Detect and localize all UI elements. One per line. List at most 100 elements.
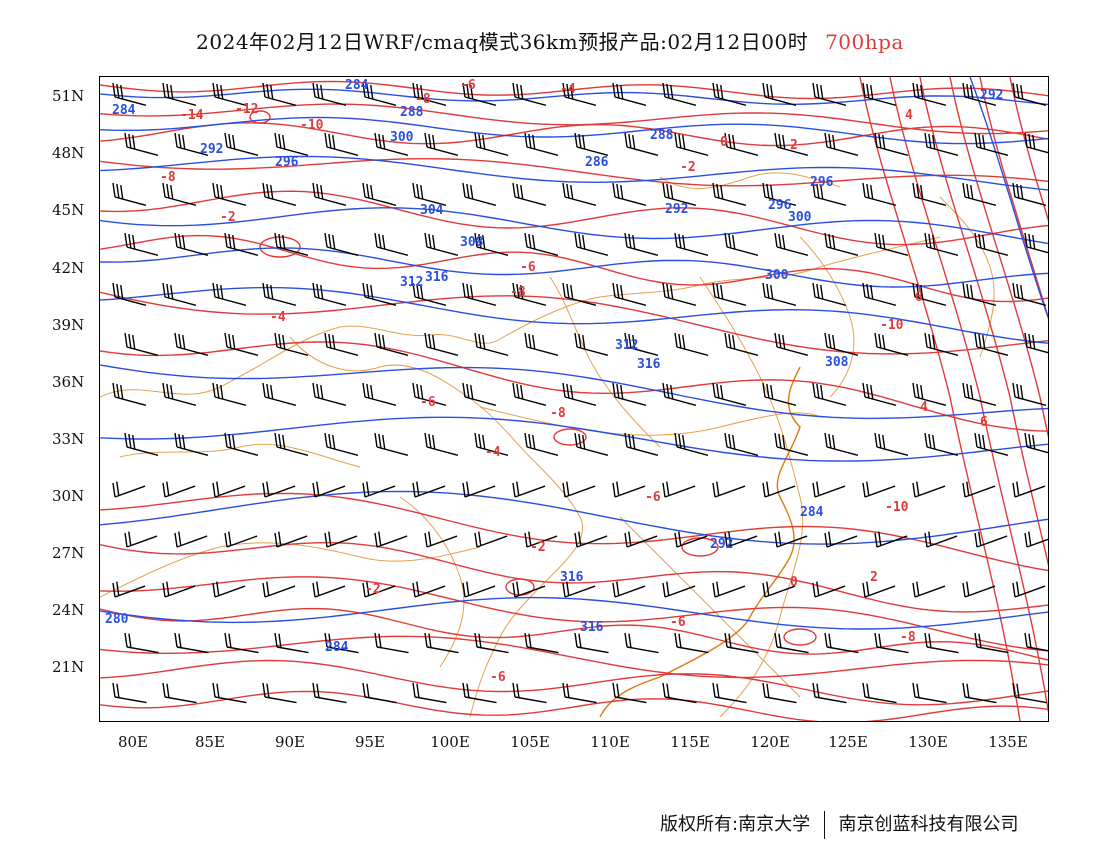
wind-barb	[962, 481, 996, 498]
temperature-label: 6	[915, 290, 923, 305]
wind-barb	[662, 182, 697, 206]
wind-barb	[562, 182, 597, 206]
temperature-label: -8	[550, 406, 566, 421]
border-line	[289, 336, 584, 718]
temperature-label: -6	[490, 670, 506, 685]
height-contour-line	[100, 247, 1048, 288]
wind-barb	[474, 531, 508, 548]
temperature-contour-line	[1009, 77, 1048, 222]
wind-barb	[1012, 382, 1047, 406]
wind-barb	[912, 581, 946, 598]
wind-barb	[824, 132, 859, 156]
lat-tick-label: 42N	[52, 259, 85, 277]
height-label: 292	[980, 88, 1003, 103]
height-label: 300	[390, 130, 414, 145]
wind-barb	[912, 382, 947, 406]
wind-barb	[512, 182, 547, 206]
wind-barb	[112, 481, 146, 498]
wind-barb	[274, 432, 309, 456]
height-contour-line	[100, 596, 1048, 630]
height-contour-line	[100, 116, 1048, 145]
wind-barb	[774, 332, 809, 356]
wind-barb	[862, 382, 897, 406]
wind-barb	[624, 132, 659, 156]
wind-barb	[812, 82, 847, 106]
temperature-contour-line	[919, 77, 1048, 566]
temperature-contour-line	[859, 77, 1021, 721]
wind-barb	[712, 481, 746, 498]
wind-barb	[962, 581, 996, 598]
wind-barb	[562, 581, 596, 598]
wind-barb	[262, 481, 296, 498]
wind-barb	[512, 682, 547, 704]
wind-barb	[562, 481, 596, 498]
wind-barb	[412, 182, 447, 206]
temperature-label: -8	[160, 170, 176, 185]
border-line	[619, 516, 801, 698]
wind-barb	[974, 332, 1009, 356]
wind-barb	[662, 82, 697, 106]
wind-barb	[524, 531, 558, 548]
wind-barb	[512, 282, 547, 306]
wind-barb	[1024, 332, 1048, 354]
wind-barb	[1024, 531, 1048, 548]
wind-barb	[962, 82, 997, 106]
chart-title: 2024年02月12日WRF/cmaq模式36km预报产品:02月12日00时 …	[0, 26, 1100, 55]
wind-barb	[574, 432, 609, 456]
wind-barb	[1024, 232, 1048, 254]
height-label: 284	[800, 505, 824, 520]
temperature-label: -6	[645, 490, 661, 505]
height-label: 300	[788, 210, 812, 225]
temperature-label: -2	[680, 160, 696, 175]
wind-barb	[462, 182, 497, 206]
wind-barb	[662, 382, 697, 406]
wind-barb	[162, 581, 196, 598]
wind-barb	[724, 332, 759, 356]
wind-barb	[762, 282, 797, 306]
wind-barb	[624, 232, 659, 256]
wind-barb	[962, 182, 997, 206]
wind-barb	[374, 632, 409, 654]
wind-barb	[324, 632, 359, 654]
temperature-contour-line	[100, 635, 1048, 679]
temperature-contour-closed	[553, 428, 587, 446]
wind-barb	[212, 481, 246, 498]
map-plot-area: 284 284 288 292 296 300 304 308 312 316 288 286 292 2…	[99, 76, 1049, 722]
wind-barb	[212, 382, 247, 406]
height-label: 308	[460, 235, 484, 250]
wind-barb	[362, 382, 397, 406]
wind-barb	[862, 481, 896, 498]
wind-barb	[362, 682, 397, 704]
wind-barb	[362, 182, 397, 206]
wind-barb	[174, 531, 208, 548]
wind-barb	[974, 232, 1009, 256]
wind-barb	[262, 581, 296, 598]
temperature-contour-line	[979, 77, 1048, 320]
temperature-label: -8	[510, 285, 526, 300]
wind-barb	[812, 382, 847, 406]
wind-barb	[812, 581, 846, 598]
wind-barb	[112, 682, 147, 704]
wind-barb	[662, 581, 696, 598]
wind-barb	[274, 632, 309, 654]
wind-barb	[174, 332, 209, 356]
wind-barb	[624, 531, 658, 548]
wind-barb	[224, 632, 259, 654]
wind-barb	[212, 182, 247, 206]
wind-barb	[612, 581, 646, 598]
wind-barb	[974, 632, 1009, 654]
wind-barb	[862, 581, 896, 598]
wind-barb	[374, 531, 408, 548]
wind-barb	[162, 82, 197, 106]
wind-barb	[724, 531, 758, 548]
wind-barb	[574, 531, 608, 548]
wind-barb	[524, 432, 559, 456]
temperature-contour-line	[100, 607, 1048, 661]
wind-barb	[374, 432, 409, 456]
coastline	[599, 366, 801, 718]
height-label: 280	[105, 612, 129, 627]
wind-barb	[574, 332, 609, 356]
wind-barb	[262, 82, 297, 106]
wind-barb	[824, 332, 859, 356]
